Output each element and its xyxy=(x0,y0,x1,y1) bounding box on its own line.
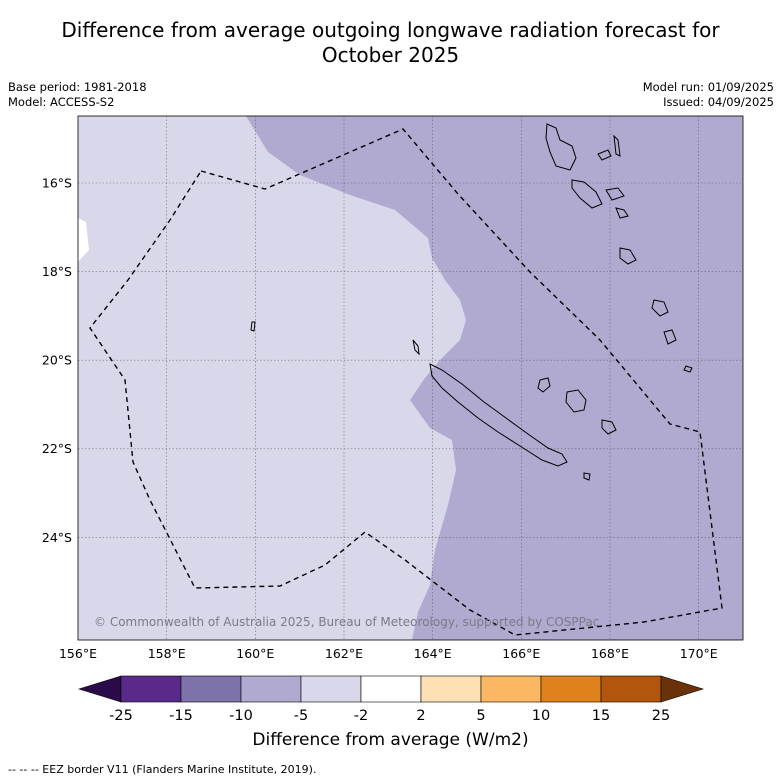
colorbar-swatch xyxy=(300,675,362,703)
lon-label: 160°E xyxy=(236,646,274,661)
efate-island xyxy=(619,247,637,265)
lat-label: 20°S xyxy=(42,353,72,368)
espiritu-santo-island xyxy=(545,123,577,171)
colorbar-tick-label: -10 xyxy=(229,708,253,724)
lifou-island xyxy=(565,389,587,413)
base-period: Base period: 1981-2018 xyxy=(8,80,147,94)
colorbar-tick-label: -25 xyxy=(109,708,133,724)
colorbar-extend-low xyxy=(77,675,122,703)
colorbar-extend-high xyxy=(660,675,705,703)
map-title: Difference from average outgoing longwav… xyxy=(0,18,781,68)
lat-label: 16°S xyxy=(42,176,72,191)
epi-island xyxy=(615,207,629,219)
colorbar-swatch xyxy=(120,675,182,703)
ouvea-island xyxy=(537,377,551,393)
meta-right: Model run: 01/09/2025 Issued: 04/09/2025 xyxy=(643,80,774,110)
colorbar-swatch xyxy=(180,675,242,703)
model-name: Model: ACCESS-S2 xyxy=(8,95,115,109)
new-caledonia-island xyxy=(429,363,568,467)
latitude-labels: 16°S 18°S 20°S 22°S 24°S xyxy=(42,176,72,545)
lon-label: 158°E xyxy=(148,646,186,661)
pentecost-island xyxy=(613,134,621,157)
lon-label: 164°E xyxy=(414,646,452,661)
colorbar-tick-label: 25 xyxy=(652,708,670,724)
colorbar-tick-label: 10 xyxy=(532,708,550,724)
colorbar-swatch xyxy=(420,675,482,703)
tanna-island xyxy=(663,329,677,345)
colorbar: -25 -15 -10 -5 -2 2 5 10 15 25 xyxy=(77,675,705,724)
walpole-island xyxy=(583,472,591,481)
colorbar-tick-label: -5 xyxy=(294,708,308,724)
eez-border xyxy=(89,128,723,636)
anomaly-region-medium xyxy=(246,116,743,640)
colorbar-swatch xyxy=(360,675,422,703)
maewo-island xyxy=(597,149,612,161)
colorbar-tick-label: 15 xyxy=(592,708,610,724)
colorbar-tick-label: 2 xyxy=(416,708,425,724)
small-island-west xyxy=(250,321,256,332)
lon-label: 170°E xyxy=(680,646,718,661)
copyright-notice: © Commonwealth of Australia 2025, Bureau… xyxy=(94,615,599,629)
lon-label: 156°E xyxy=(59,646,97,661)
lon-label: 162°E xyxy=(325,646,363,661)
colorbar-swatch xyxy=(540,675,602,703)
title-line-1: Difference from average outgoing longwav… xyxy=(61,18,720,42)
lon-label: 168°E xyxy=(591,646,629,661)
title-line-2: October 2025 xyxy=(321,43,460,67)
colorbar-swatch xyxy=(480,675,542,703)
colorbar-tick-label: 5 xyxy=(476,708,485,724)
mare-island xyxy=(601,419,617,435)
eez-footnote: -- -- -- EEZ border V11 (Flanders Marine… xyxy=(8,763,317,776)
ambrym-island xyxy=(605,187,625,201)
map-frame xyxy=(77,115,744,641)
lat-label: 24°S xyxy=(42,530,72,545)
longitude-labels: 156°E 158°E 160°E 162°E 164°E 166°E 168°… xyxy=(59,646,718,661)
colorbar-tick-label: -15 xyxy=(169,708,193,724)
lat-label: 18°S xyxy=(42,264,72,279)
issued-date: Issued: 04/09/2025 xyxy=(663,95,774,109)
colorbar-swatch xyxy=(600,675,662,703)
malakula-island xyxy=(571,179,603,209)
colorbar-title: Difference from average (W/m2) xyxy=(252,730,529,750)
aneityum-island xyxy=(683,365,693,373)
model-run: Model run: 01/09/2025 xyxy=(642,80,774,94)
anomaly-region-neutral xyxy=(78,218,89,262)
meta-left: Base period: 1981-2018 Model: ACCESS-S2 xyxy=(8,80,147,110)
erromango-island xyxy=(651,299,669,317)
belep-island xyxy=(412,339,420,356)
lon-label: 166°E xyxy=(502,646,540,661)
lat-label: 22°S xyxy=(42,441,72,456)
map-panel: © Commonwealth of Australia 2025, Bureau… xyxy=(78,116,743,640)
colorbar-tick-label: -2 xyxy=(354,708,368,724)
graticule xyxy=(78,116,743,640)
colorbar-swatch xyxy=(240,675,302,703)
